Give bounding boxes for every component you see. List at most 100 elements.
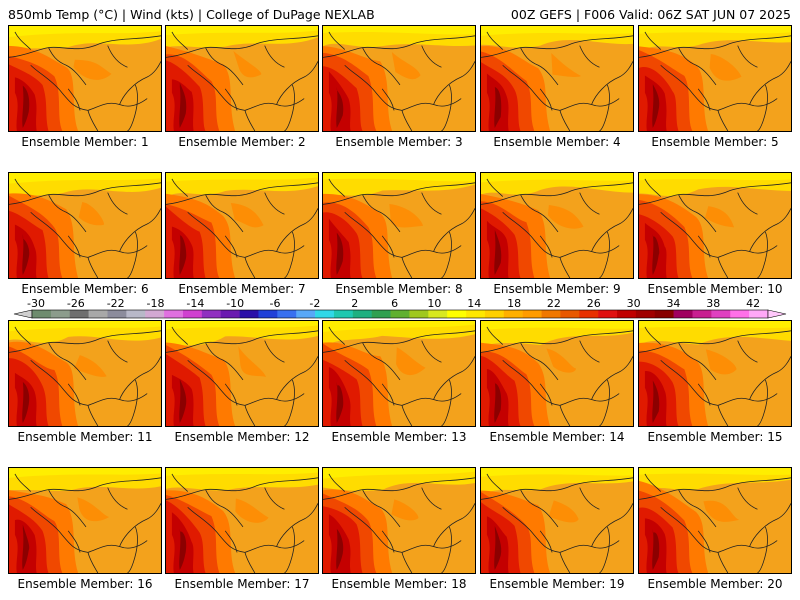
colorbar-swatch bbox=[560, 310, 580, 318]
colorbar-swatch bbox=[541, 310, 561, 318]
colorbar-swatch bbox=[673, 310, 693, 318]
colorbar-swatch bbox=[352, 310, 372, 318]
ensemble-member-map bbox=[322, 467, 476, 574]
ensemble-member-label: Ensemble Member: 8 bbox=[335, 282, 463, 296]
colorbar-tick-label: -6 bbox=[269, 297, 281, 310]
ensemble-member-map bbox=[322, 320, 476, 427]
ensemble-member-map bbox=[480, 25, 634, 132]
ensemble-member-map bbox=[165, 320, 319, 427]
ensemble-member-map bbox=[8, 320, 162, 427]
colorbar-swatch bbox=[145, 310, 165, 318]
ensemble-member-label: Ensemble Member: 17 bbox=[174, 577, 310, 591]
colorbar-swatch bbox=[409, 310, 429, 318]
colorbar-swatch bbox=[503, 310, 523, 318]
colorbar-tick-label: 38 bbox=[706, 297, 721, 310]
colorbar-swatch bbox=[182, 310, 203, 318]
colorbar-swatch bbox=[32, 310, 52, 318]
ensemble-member-label: Ensemble Member: 10 bbox=[647, 282, 783, 296]
colorbar-swatch bbox=[239, 310, 259, 318]
ensemble-member-label: Ensemble Member: 3 bbox=[335, 135, 463, 149]
ensemble-member-map bbox=[165, 25, 319, 132]
ensemble-member-map bbox=[638, 172, 792, 279]
ensemble-member-label: Ensemble Member: 19 bbox=[489, 577, 625, 591]
colorbar-swatch bbox=[220, 310, 240, 318]
ensemble-member-map bbox=[165, 467, 319, 574]
colorbar-tick-label: -18 bbox=[146, 297, 165, 310]
ensemble-member-label: Ensemble Member: 20 bbox=[647, 577, 783, 591]
colorbar-swatch bbox=[579, 310, 599, 318]
ensemble-member-map bbox=[480, 320, 634, 427]
ensemble-member-map bbox=[8, 467, 162, 574]
ensemble-member-map bbox=[165, 172, 319, 279]
colorbar-swatch bbox=[126, 310, 146, 318]
colorbar-tick-label: 34 bbox=[666, 297, 681, 310]
colorbar-tick-label: 18 bbox=[507, 297, 522, 310]
colorbar-tick-label: -14 bbox=[186, 297, 205, 310]
colorbar-right-arrow bbox=[767, 309, 787, 319]
ensemble-member-label: Ensemble Member: 6 bbox=[21, 282, 149, 296]
temperature-colorbar bbox=[13, 309, 787, 319]
colorbar-swatch bbox=[522, 310, 542, 318]
colorbar-tick-label: 10 bbox=[427, 297, 442, 310]
ensemble-member-map bbox=[322, 172, 476, 279]
colorbar-swatch bbox=[749, 310, 769, 318]
colorbar-left-arrow bbox=[13, 309, 33, 319]
colorbar-swatch bbox=[654, 310, 674, 318]
colorbar-swatch bbox=[315, 310, 335, 318]
ensemble-member-label: Ensemble Member: 12 bbox=[174, 430, 310, 444]
colorbar-swatch bbox=[50, 310, 71, 318]
ensemble-member-label: Ensemble Member: 15 bbox=[647, 430, 783, 444]
ensemble-member-label: Ensemble Member: 2 bbox=[178, 135, 306, 149]
ensemble-member-label: Ensemble Member: 4 bbox=[493, 135, 621, 149]
colorbar-tick-label: -30 bbox=[27, 297, 45, 310]
colorbar-swatch bbox=[447, 310, 467, 318]
ensemble-member-map bbox=[638, 320, 792, 427]
colorbar-swatch bbox=[711, 310, 731, 318]
colorbar-swatch bbox=[201, 310, 222, 318]
colorbar-swatch bbox=[164, 310, 184, 318]
ensemble-member-map bbox=[8, 172, 162, 279]
ensemble-member-label: Ensemble Member: 14 bbox=[489, 430, 625, 444]
colorbar-tick-label: -2 bbox=[309, 297, 321, 310]
colorbar-swatch bbox=[598, 310, 618, 318]
colorbar-swatch bbox=[617, 310, 637, 318]
colorbar-swatch bbox=[107, 310, 127, 318]
colorbar-swatch bbox=[88, 310, 108, 318]
colorbar-tick-label: 22 bbox=[546, 297, 561, 310]
colorbar-swatch bbox=[730, 310, 750, 318]
ensemble-member-label: Ensemble Member: 5 bbox=[651, 135, 779, 149]
colorbar-swatch bbox=[428, 310, 448, 318]
colorbar-swatch bbox=[635, 310, 656, 318]
colorbar-swatch bbox=[466, 310, 486, 318]
ensemble-member-map bbox=[480, 172, 634, 279]
colorbar-tick-label: 30 bbox=[626, 297, 641, 310]
colorbar-tick-label: 42 bbox=[746, 297, 761, 310]
colorbar-swatch bbox=[258, 310, 278, 318]
colorbar-swatch bbox=[333, 310, 354, 318]
ensemble-member-label: Ensemble Member: 1 bbox=[21, 135, 149, 149]
colorbar-swatch bbox=[484, 310, 505, 318]
ensemble-member-map bbox=[322, 25, 476, 132]
colorbar-swatch bbox=[296, 310, 316, 318]
colorbar-swatch bbox=[69, 310, 89, 318]
colorbar-swatch bbox=[390, 310, 410, 318]
ensemble-member-label: Ensemble Member: 11 bbox=[17, 430, 153, 444]
colorbar-tick-label: -10 bbox=[226, 297, 245, 310]
ensemble-member-map bbox=[480, 467, 634, 574]
model-run-valid-time: 00Z GEFS | F006 Valid: 06Z SAT JUN 07 20… bbox=[510, 7, 791, 22]
colorbar-tick-label: 26 bbox=[586, 297, 601, 310]
ensemble-member-map bbox=[638, 25, 792, 132]
colorbar-swatch bbox=[277, 310, 297, 318]
map-title: 850mb Temp (°C) | Wind (kts) | College o… bbox=[8, 7, 375, 22]
colorbar-tick-label: 2 bbox=[351, 297, 359, 310]
colorbar-tick-label: 6 bbox=[391, 297, 399, 310]
colorbar-tick-label: -22 bbox=[106, 297, 125, 310]
colorbar-swatch bbox=[692, 310, 712, 318]
ensemble-member-label: Ensemble Member: 13 bbox=[331, 430, 467, 444]
colorbar-tick-label: -26 bbox=[66, 297, 85, 310]
ensemble-member-label: Ensemble Member: 9 bbox=[493, 282, 621, 296]
ensemble-member-map bbox=[638, 467, 792, 574]
ensemble-member-label: Ensemble Member: 7 bbox=[178, 282, 306, 296]
ensemble-member-label: Ensemble Member: 18 bbox=[331, 577, 467, 591]
colorbar-swatch bbox=[371, 310, 391, 318]
